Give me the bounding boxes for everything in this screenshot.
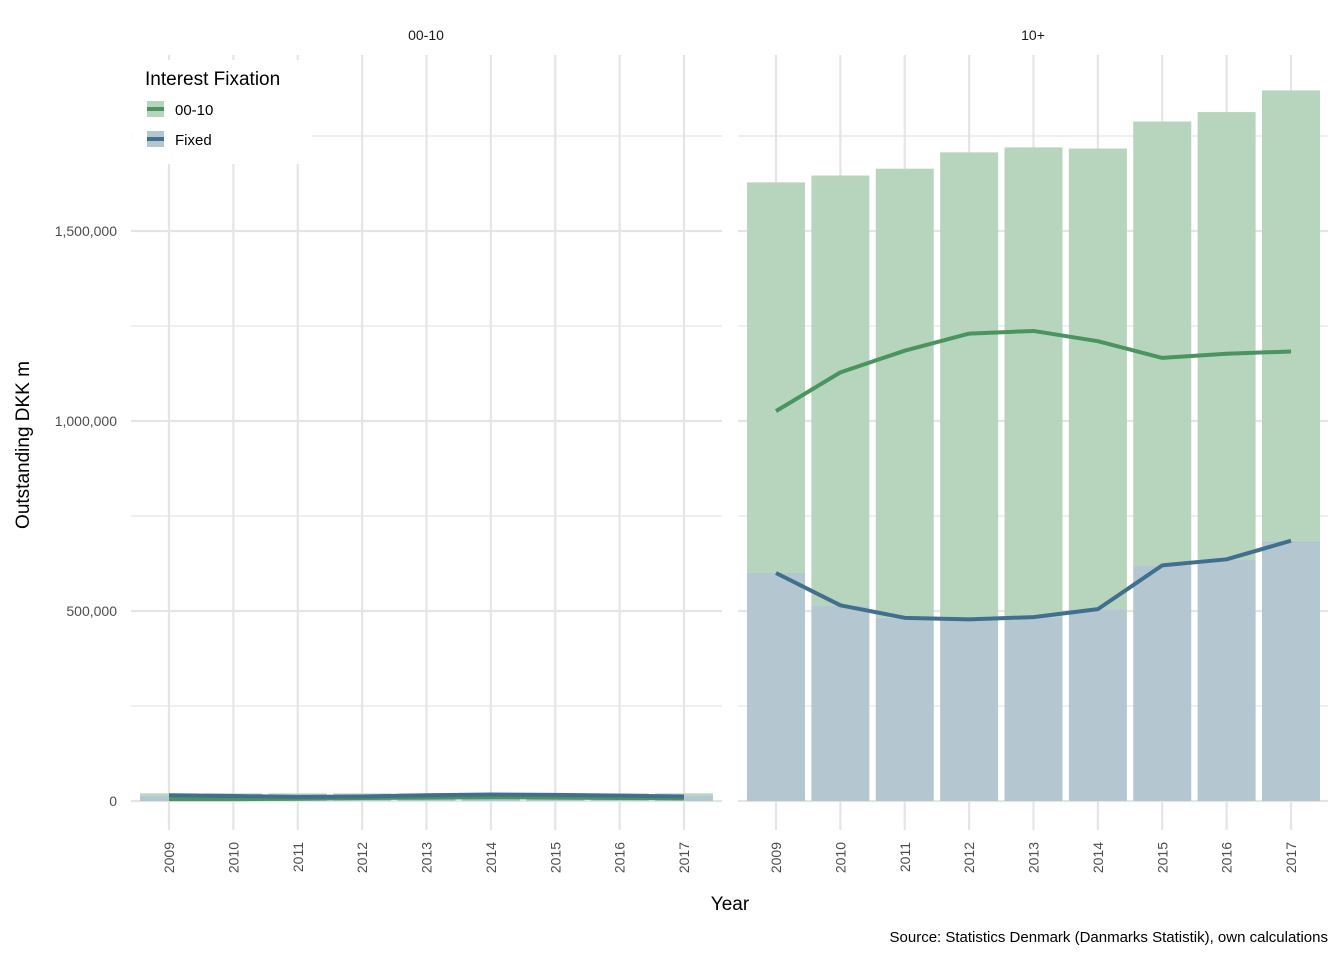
x-tick-label-00-10-2009: 2009 — [161, 842, 177, 873]
x-tick-label-10-plus-2014: 2014 — [1090, 842, 1106, 873]
bar-00-10-10-plus-2010 — [811, 175, 870, 606]
x-tick-label-10-plus-2016: 2016 — [1219, 842, 1235, 873]
x-tick-label-00-10-2010: 2010 — [225, 842, 241, 873]
bar-fixed-10-plus-2012 — [940, 619, 999, 801]
bar-fixed-10-plus-2013 — [1004, 617, 1063, 801]
x-axis-ticks: 2009 2010 2011 2012 2013 2014 2015 2016 2017 2009… — [161, 842, 1299, 873]
legend-key-line-00-10 — [147, 107, 164, 111]
line-00-10-00-10 — [169, 795, 685, 802]
panel-00-10: 00-10 — [131, 27, 722, 830]
bar-fixed-10-plus-2010 — [811, 605, 870, 801]
bar-00-10-00-10-2009 — [140, 793, 198, 796]
y-tick-label: 0 — [109, 793, 117, 809]
bar-fixed-10-plus-2017 — [1262, 540, 1320, 801]
x-tick-label-00-10-2013: 2013 — [419, 842, 435, 873]
bar-fixed-10-plus-2015 — [1133, 565, 1192, 801]
y-axis-title: Outstanding DKK m — [13, 361, 34, 529]
x-axis-title: Year — [711, 894, 750, 915]
x-tick-label-10-plus-2013: 2013 — [1026, 842, 1042, 873]
x-tick-label-00-10-2011: 2011 — [290, 842, 306, 872]
bar-00-10-10-plus-2009 — [747, 182, 805, 574]
x-tick-label-00-10-2016: 2016 — [612, 842, 628, 873]
bar-00-10-10-plus-2013 — [1004, 147, 1063, 618]
bar-00-10-10-plus-2014 — [1068, 148, 1127, 610]
bar-fixed-10-plus-2016 — [1197, 559, 1256, 801]
bar-fixed-10-plus-2014 — [1068, 609, 1127, 801]
bar-fixed-10-plus-2009 — [747, 573, 805, 801]
legend-title: Interest Fixation — [145, 69, 280, 90]
strip-label-00-10: 00-10 — [408, 27, 444, 43]
strip-label-10-plus: 10+ — [1021, 27, 1045, 43]
x-tick-label-00-10-2014: 2014 — [483, 842, 499, 873]
bar-fixed-10-plus-2011 — [875, 617, 934, 801]
legend-label-fixed: Fixed — [175, 132, 212, 149]
x-tick-label-00-10-2012: 2012 — [354, 842, 370, 873]
x-tick-label-10-plus-2009: 2009 — [768, 842, 784, 873]
legend-key-line-fixed — [147, 137, 164, 141]
bar-00-10-10-plus-2015 — [1133, 121, 1192, 566]
bar-00-10-10-plus-2012 — [940, 152, 999, 620]
panel-10-plus: 10+ — [738, 27, 1328, 830]
line-00-10-10-plus — [774, 328, 1292, 413]
x-tick-label-00-10-2015: 2015 — [547, 842, 563, 873]
y-tick-label: 1,000,000 — [55, 413, 117, 429]
x-tick-label-10-plus-2011: 2011 — [897, 842, 913, 872]
bar-00-10-10-plus-2011 — [875, 168, 934, 618]
y-tick-label: 1,500,000 — [55, 223, 117, 239]
bar-00-10-00-10-2011 — [268, 793, 327, 796]
x-tick-label-10-plus-2015: 2015 — [1154, 842, 1170, 873]
legend-item-00-10: 00-10 — [147, 101, 213, 119]
caption: Source: Statistics Denmark (Danmarks Sta… — [890, 929, 1328, 946]
bar-00-10-10-plus-2016 — [1197, 112, 1256, 560]
x-tick-label-00-10-2017: 2017 — [676, 842, 692, 873]
x-tick-label-10-plus-2012: 2012 — [961, 842, 977, 873]
legend: Interest Fixation 00-10 Fixed — [132, 60, 312, 164]
y-tick-label: 500,000 — [66, 603, 117, 619]
legend-item-fixed: Fixed — [147, 131, 212, 149]
legend-label-00-10: 00-10 — [175, 102, 213, 119]
line-fixed-10-plus — [775, 538, 1292, 622]
x-tick-label-10-plus-2017: 2017 — [1283, 842, 1299, 873]
bar-00-10-10-plus-2017 — [1262, 90, 1320, 541]
line-fixed-00-10 — [168, 792, 685, 799]
x-tick-label-10-plus-2010: 2010 — [832, 842, 848, 873]
y-axis-ticks: 0 500,000 1,000,000 1,500,000 — [55, 223, 118, 809]
